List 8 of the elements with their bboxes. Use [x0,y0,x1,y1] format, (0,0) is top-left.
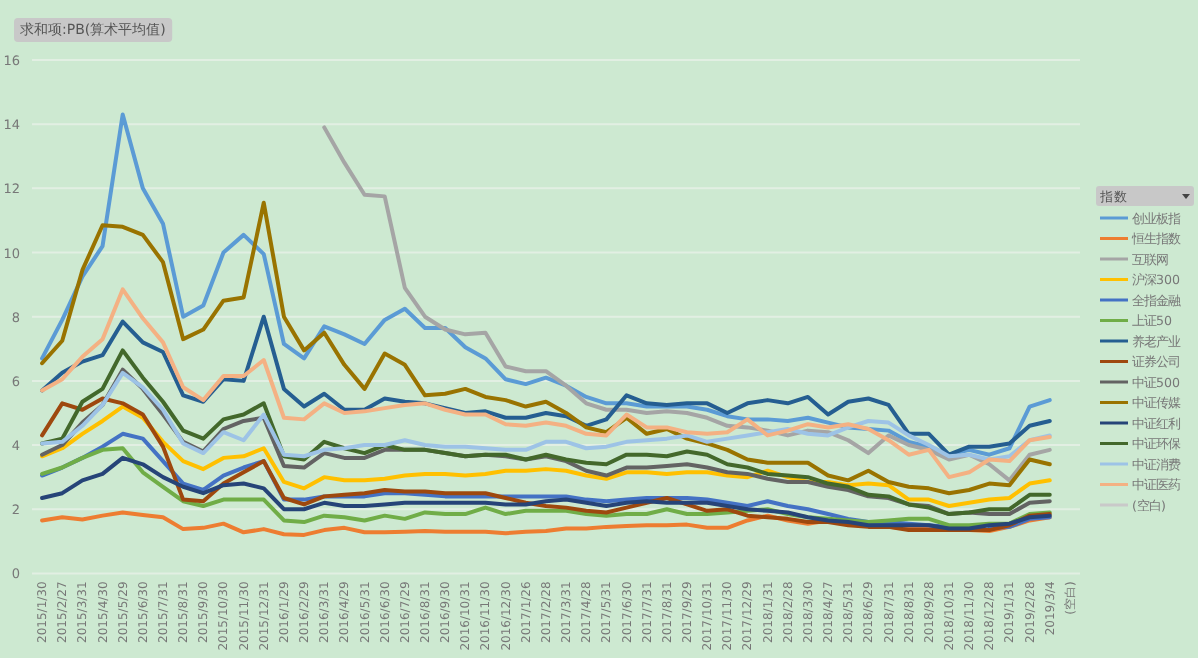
line-series [40,287,1052,480]
line-series [40,314,1052,457]
line-series [40,396,1052,533]
line-series [40,200,1052,496]
line-series [322,125,1052,483]
line-series [40,404,1052,509]
line-series [40,370,1052,462]
line-series [40,112,1052,457]
